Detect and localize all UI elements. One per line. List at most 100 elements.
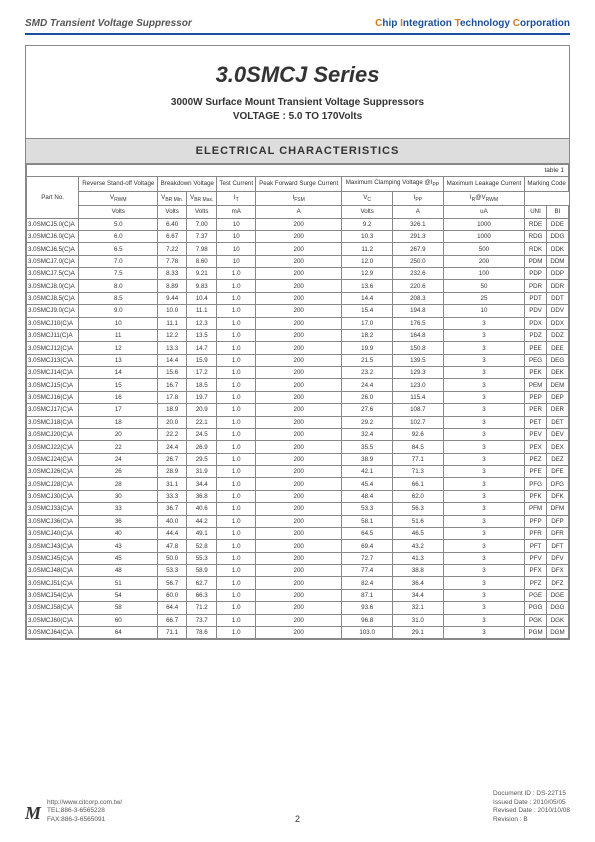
table-cell: 21.5 <box>342 354 393 366</box>
table-cell: 12.9 <box>342 268 393 280</box>
table-cell: 1.0 <box>217 268 256 280</box>
table-cell: 41.3 <box>392 552 443 564</box>
col-header: Peak Forward Surge Current <box>256 177 342 192</box>
table-cell: 3 <box>443 614 525 626</box>
table-cell: 1.0 <box>217 614 256 626</box>
sym-header: VBR Min. <box>158 191 187 206</box>
table-cell: 66.1 <box>392 478 443 490</box>
table-cell: 58 <box>79 602 158 614</box>
table-cell: 3.0SMCJ15(C)A <box>27 379 79 391</box>
table-cell: PEK <box>525 367 547 379</box>
table-cell: 60.0 <box>158 589 187 601</box>
table-cell: 13.3 <box>158 342 187 354</box>
table-cell: 11.2 <box>342 243 393 255</box>
table-cell: 55.3 <box>187 552 217 564</box>
table-row: 3.0SMCJ10(C)A1011.112.31.020017.0176.53P… <box>27 317 569 329</box>
table-cell: 200 <box>256 391 342 403</box>
table-cell: 26 <box>79 466 158 478</box>
table-cell: 1.0 <box>217 441 256 453</box>
col-header: Part No. <box>27 177 79 219</box>
table-cell: DEG <box>546 354 568 366</box>
table-cell: 3.0SMCJ33(C)A <box>27 503 79 515</box>
col-header: Reverse Stand-off Voltage <box>79 177 158 192</box>
table-cell: 3.0SMCJ17(C)A <box>27 404 79 416</box>
table-cell: 200 <box>256 453 342 465</box>
table-cell: 1.0 <box>217 589 256 601</box>
table-cell: 3 <box>443 441 525 453</box>
table-cell: PEG <box>525 354 547 366</box>
company-logo: M <box>25 803 41 824</box>
col-header: Maximum Leakage Current <box>443 177 525 192</box>
table-cell: 200 <box>256 565 342 577</box>
table-row: 3.0SMCJ5.0(C)A5.06.407.00102009.2326.110… <box>27 218 569 230</box>
table-cell: RDK <box>525 243 547 255</box>
table-cell: 200 <box>256 305 342 317</box>
table-label: table 1 <box>26 164 569 176</box>
table-cell: 3.0SMCJ60(C)A <box>27 614 79 626</box>
main-content: 3.0SMCJ Series 3000W Surface Mount Trans… <box>25 45 570 640</box>
table-cell: 10.4 <box>187 292 217 304</box>
table-cell: 7.78 <box>158 255 187 267</box>
table-cell: 11.1 <box>187 305 217 317</box>
table-cell: 12.2 <box>158 329 187 341</box>
table-cell: 3 <box>443 602 525 614</box>
table-cell: 3.0SMCJ5.0(C)A <box>27 218 79 230</box>
sym-header: IPP <box>392 191 443 206</box>
table-cell: 3 <box>443 478 525 490</box>
revision: Revision : B <box>493 816 570 824</box>
table-cell: 49.1 <box>187 527 217 539</box>
table-cell: DDV <box>546 305 568 317</box>
table-cell: 24.4 <box>158 441 187 453</box>
table-cell: 42.1 <box>342 466 393 478</box>
sym-header: IR@VRWM <box>443 191 525 206</box>
table-cell: 27.6 <box>342 404 393 416</box>
table-cell: 1.0 <box>217 367 256 379</box>
table-row: 3.0SMCJ20(C)A2022.224.51.020032.492.63PE… <box>27 428 569 440</box>
table-cell: 24.4 <box>342 379 393 391</box>
table-cell: PDX <box>525 317 547 329</box>
footer-tel: TEL:886-3-6565228 <box>47 807 122 815</box>
table-cell: DEM <box>546 379 568 391</box>
header-divider <box>25 33 570 35</box>
table-cell: 9.0 <box>79 305 158 317</box>
table-cell: 3.0SMCJ64(C)A <box>27 626 79 638</box>
table-cell: 7.98 <box>187 243 217 255</box>
table-cell: 3 <box>443 515 525 527</box>
table-cell: 3.0SMCJ45(C)A <box>27 552 79 564</box>
table-cell: 100 <box>443 268 525 280</box>
header-left: SMD Transient Voltage Suppressor <box>25 18 192 29</box>
table-cell: PEM <box>525 379 547 391</box>
table-cell: 1.0 <box>217 515 256 527</box>
table-cell: 10 <box>443 305 525 317</box>
table-row: 3.0SMCJ17(C)A1718.920.91.020027.6108.73P… <box>27 404 569 416</box>
table-row: 3.0SMCJ33(C)A3336.740.61.020053.356.33PF… <box>27 503 569 515</box>
table-cell: DEK <box>546 367 568 379</box>
table-cell: DGG <box>546 602 568 614</box>
table-cell: PDV <box>525 305 547 317</box>
table-row: 3.0SMCJ7.5(C)A7.58.339.211.020012.9232.6… <box>27 268 569 280</box>
table-cell: 36.4 <box>392 577 443 589</box>
table-cell: 82.4 <box>342 577 393 589</box>
table-cell: DEP <box>546 391 568 403</box>
table-cell: 200 <box>256 428 342 440</box>
table-cell: 56.7 <box>158 577 187 589</box>
table-cell: 40 <box>79 527 158 539</box>
table-row: 3.0SMCJ40(C)A4044.449.11.020064.546.53PF… <box>27 527 569 539</box>
table-cell: PER <box>525 404 547 416</box>
unit-header: Volts <box>158 206 187 218</box>
table-row: 3.0SMCJ9.0(C)A9.010.011.11.020015.4194.8… <box>27 305 569 317</box>
table-cell: 1.0 <box>217 540 256 552</box>
table-cell: 28.9 <box>158 466 187 478</box>
table-cell: 200 <box>256 577 342 589</box>
table-cell: 44.2 <box>187 515 217 527</box>
table-cell: 3.0SMCJ13(C)A <box>27 354 79 366</box>
table-cell: 72.7 <box>342 552 393 564</box>
table-cell: 164.8 <box>392 329 443 341</box>
table-cell: 17 <box>79 404 158 416</box>
table-cell: 45.4 <box>342 478 393 490</box>
table-cell: 1.0 <box>217 292 256 304</box>
table-cell: 3.0SMCJ12(C)A <box>27 342 79 354</box>
table-cell: 3.0SMCJ30(C)A <box>27 490 79 502</box>
table-cell: DEX <box>546 441 568 453</box>
col-header: Breakdown Voltage <box>158 177 217 192</box>
